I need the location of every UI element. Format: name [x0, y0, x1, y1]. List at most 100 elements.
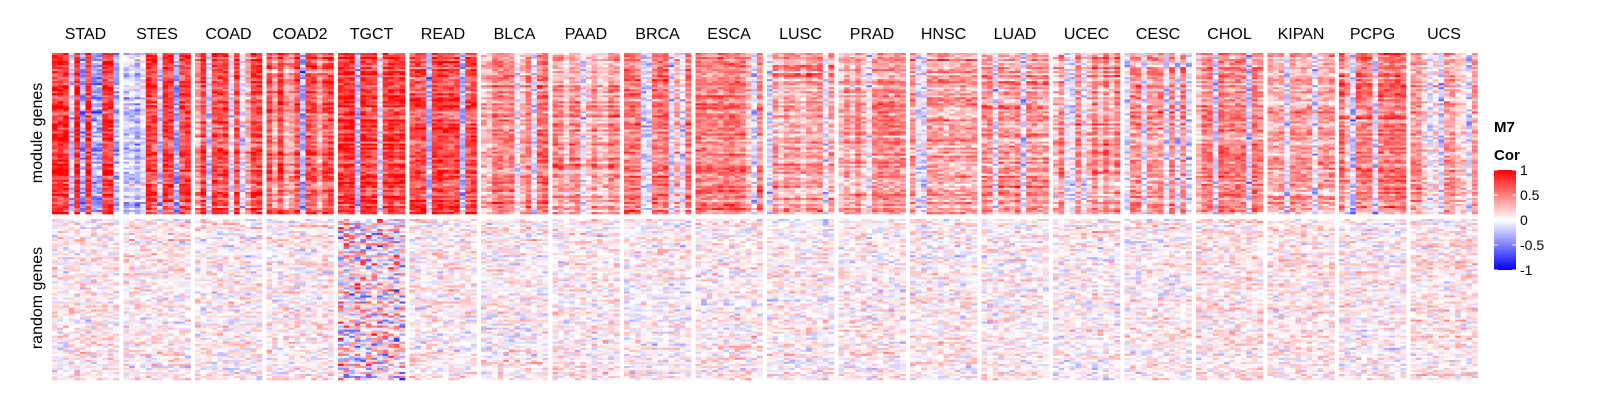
heatmap-cell — [85, 331, 92, 335]
heatmap-cell — [151, 159, 158, 162]
heatmap-cell — [173, 323, 180, 326]
heatmap-cell — [79, 91, 86, 94]
heatmap-cell — [74, 141, 81, 144]
heatmap-cell — [140, 125, 147, 128]
heatmap-cell — [184, 127, 191, 130]
heatmap-cell — [168, 237, 175, 240]
heatmap-cell — [79, 89, 86, 92]
heatmap-cell — [96, 333, 103, 337]
heatmap-cell — [79, 135, 86, 138]
heatmap-cell — [179, 195, 186, 199]
heatmap-cell — [57, 341, 64, 345]
heatmap-cell — [217, 209, 224, 213]
heatmap-cell — [107, 219, 114, 222]
heatmap-cell — [145, 57, 152, 60]
heatmap-cell — [168, 97, 175, 100]
heatmap-cell — [145, 199, 152, 203]
heatmap-cell — [63, 123, 70, 126]
heatmap-cell — [140, 305, 147, 308]
heatmap-cell — [134, 197, 141, 201]
heatmap-cell — [57, 225, 64, 228]
heatmap-cell — [206, 75, 213, 78]
heatmap-cell — [134, 309, 141, 312]
heatmap-cell — [145, 181, 152, 185]
heatmap-cell — [184, 119, 191, 122]
heatmap-cell — [129, 187, 135, 191]
heatmap-cell — [256, 55, 263, 58]
heatmap-cell — [168, 87, 175, 90]
heatmap-cell — [63, 165, 70, 169]
heatmap-cell — [134, 119, 141, 122]
heatmap-cell — [184, 341, 191, 345]
heatmap-cell — [211, 139, 218, 142]
heatmap-cell — [129, 237, 135, 240]
heatmap-cell — [162, 373, 169, 377]
heatmap-cell — [228, 87, 235, 90]
heatmap-cell — [217, 77, 224, 80]
heatmap-cell — [168, 57, 175, 60]
heatmap-cell — [179, 129, 186, 132]
heatmap-cell — [113, 239, 120, 242]
heatmap-cell — [85, 359, 92, 363]
heatmap-cell — [184, 125, 191, 128]
heatmap-cell — [79, 337, 86, 341]
heatmap-cell — [145, 239, 152, 242]
heatmap-cell — [217, 75, 224, 78]
heatmap-cell — [168, 119, 175, 122]
heatmap-cell — [85, 339, 92, 343]
heatmap-cell — [91, 125, 97, 128]
heatmap-cell — [162, 239, 169, 242]
heatmap-cell — [145, 127, 152, 130]
heatmap-cell — [245, 237, 252, 240]
heatmap-cell — [68, 105, 75, 108]
heatmap-cell — [113, 331, 120, 335]
heatmap-cell — [179, 81, 186, 84]
heatmap-cell — [184, 77, 191, 80]
heatmap-cell — [140, 123, 147, 126]
heatmap-cell — [157, 359, 163, 363]
heatmap-cell — [123, 321, 130, 324]
heatmap-cell — [211, 171, 218, 175]
heatmap-cell — [250, 191, 257, 195]
heatmap-cell — [140, 273, 147, 276]
heatmap-cell — [217, 91, 224, 94]
heatmap-cell — [157, 311, 163, 314]
heatmap-cell — [234, 55, 240, 58]
heatmap-cell — [151, 299, 158, 302]
heatmap-cell — [250, 53, 257, 56]
heatmap-cell — [74, 223, 81, 226]
heatmap-cell — [74, 245, 81, 248]
heatmap-cell — [123, 337, 130, 341]
heatmap-cell — [157, 281, 163, 284]
heatmap-cell — [52, 349, 58, 353]
heatmap-cell — [200, 199, 207, 203]
heatmap-cell — [91, 79, 97, 82]
heatmap-cell — [200, 239, 207, 242]
heatmap-cell — [256, 137, 263, 140]
heatmap-cell — [96, 197, 103, 201]
heatmap-cell — [250, 163, 257, 166]
heatmap-cell — [179, 363, 186, 367]
heatmap-cell — [74, 69, 81, 72]
heatmap-cell — [157, 127, 163, 130]
heatmap-cell — [85, 135, 92, 138]
heatmap-cell — [228, 111, 235, 114]
heatmap-cell — [140, 327, 147, 330]
heatmap-cell — [206, 127, 213, 130]
heatmap-cell — [179, 139, 186, 142]
heatmap-cell — [151, 331, 158, 335]
heatmap-cell — [85, 197, 92, 201]
heatmap-cell — [162, 227, 169, 230]
heatmap-cell — [250, 111, 257, 114]
heatmap-cell — [145, 187, 152, 191]
heatmap-cell — [184, 57, 191, 60]
heatmap-cell — [184, 311, 191, 314]
heatmap-cell — [113, 299, 120, 302]
heatmap-cell — [195, 207, 201, 211]
heatmap-cell — [151, 223, 158, 226]
heatmap-cell — [57, 95, 64, 98]
heatmap-cell — [102, 351, 109, 355]
heatmap-cell — [102, 229, 109, 232]
heatmap-cell — [96, 229, 103, 232]
heatmap-cell — [184, 207, 191, 211]
